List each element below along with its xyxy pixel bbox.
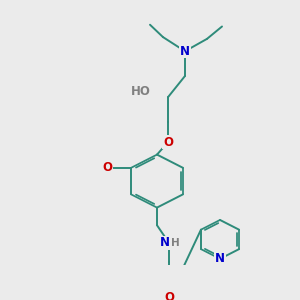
Text: O: O [102, 161, 112, 174]
Text: H: H [171, 238, 179, 248]
Text: N: N [160, 236, 170, 249]
Text: O: O [163, 136, 173, 149]
Text: N: N [180, 45, 190, 58]
Text: NH: NH [159, 236, 179, 249]
Text: HO: HO [131, 85, 151, 98]
Text: N: N [215, 252, 225, 265]
Text: O: O [164, 291, 174, 300]
